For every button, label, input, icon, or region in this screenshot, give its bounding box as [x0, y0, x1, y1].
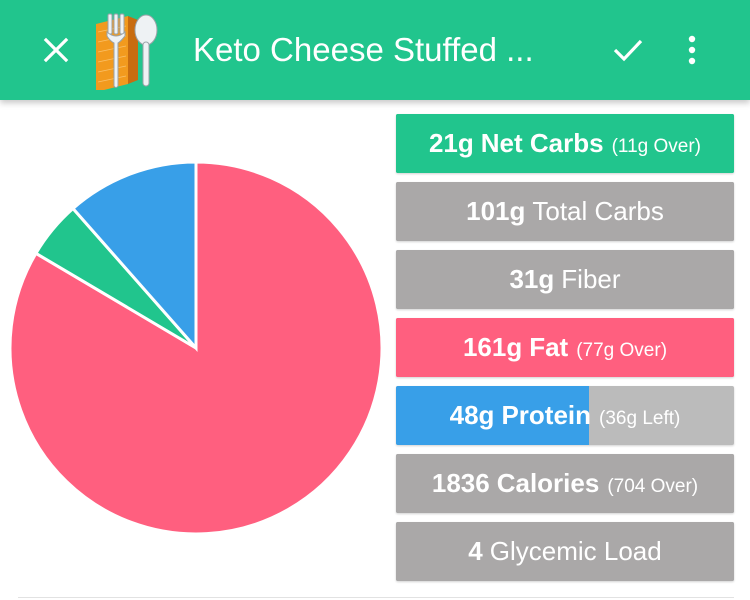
- stat-label: Glycemic Load: [489, 536, 662, 566]
- stat-fat[interactable]: 161g Fat (77g Over): [396, 318, 734, 377]
- stat-text: 101g Total Carbs: [466, 196, 664, 227]
- stat-progress-fill: [396, 386, 589, 445]
- stat-label: Protein: [501, 400, 592, 430]
- page-title: Keto Cheese Stuffed ...: [193, 31, 534, 68]
- stat-note: (11g Over): [611, 136, 702, 157]
- stat-text: 1836 Calories (704 Over): [432, 468, 698, 499]
- stat-progress-fill: [396, 522, 734, 581]
- close-icon: [43, 37, 69, 63]
- more-options-button[interactable]: [670, 26, 714, 74]
- stat-progress-fill: [396, 114, 734, 173]
- stat-label: Fiber: [561, 264, 621, 294]
- stat-value: 101g: [466, 196, 526, 226]
- stat-calories[interactable]: 1836 Calories (704 Over): [396, 454, 734, 513]
- stat-fiber[interactable]: 31g Fiber: [396, 250, 734, 309]
- app-bar: Keto Cheese Stuffed ...: [0, 0, 750, 100]
- stat-total-carbs[interactable]: 101g Total Carbs: [396, 182, 734, 241]
- stat-text: 48g Protein (36g Left): [450, 400, 681, 431]
- stat-value: 21g: [428, 128, 474, 158]
- stat-note: (36g Left): [599, 408, 681, 429]
- stat-protein[interactable]: 48g Protein (36g Left): [396, 386, 734, 445]
- stat-label: Fat: [529, 332, 569, 362]
- check-icon: [613, 39, 643, 62]
- stat-text: 161g Fat (77g Over): [463, 332, 667, 363]
- stat-text: 21g Net Carbs (11g Over): [429, 128, 701, 159]
- stat-net-carbs[interactable]: 21g Net Carbs (11g Over): [396, 114, 734, 173]
- macro-pie-chart: [8, 160, 384, 536]
- stat-label: Calories: [496, 468, 600, 498]
- stat-note: (77g Over): [576, 340, 668, 361]
- fork-spoon-logo: [94, 10, 162, 92]
- stat-glycemic-load[interactable]: 4 Glycemic Load: [396, 522, 734, 581]
- stat-label: Total Carbs: [532, 196, 664, 226]
- close-button[interactable]: [32, 26, 80, 74]
- stat-note: (704 Over): [607, 476, 699, 497]
- stat-progress-fill: [396, 250, 734, 309]
- pie-slice-fat: [8, 160, 384, 536]
- stat-progress-fill: [396, 182, 734, 241]
- stat-text: 31g Fiber: [509, 264, 620, 295]
- nutrition-stats: 21g Net Carbs (11g Over) 101g Total Carbs 31g…: [396, 114, 734, 590]
- more-vert-icon: [688, 35, 696, 65]
- stat-progress-fill: [396, 454, 734, 513]
- confirm-button[interactable]: [604, 26, 652, 74]
- stat-value: 4: [468, 536, 483, 566]
- stat-value: 48g: [449, 400, 495, 430]
- stat-text: 4 Glycemic Load: [468, 536, 661, 567]
- divider: [18, 597, 734, 598]
- pie-slice-protein: [70, 160, 198, 352]
- stat-value: 31g: [509, 264, 555, 294]
- stat-value: 161g: [462, 332, 523, 362]
- stat-progress-fill: [396, 318, 734, 377]
- stat-value: 1836: [431, 468, 490, 498]
- stat-label: Net Carbs: [480, 128, 604, 158]
